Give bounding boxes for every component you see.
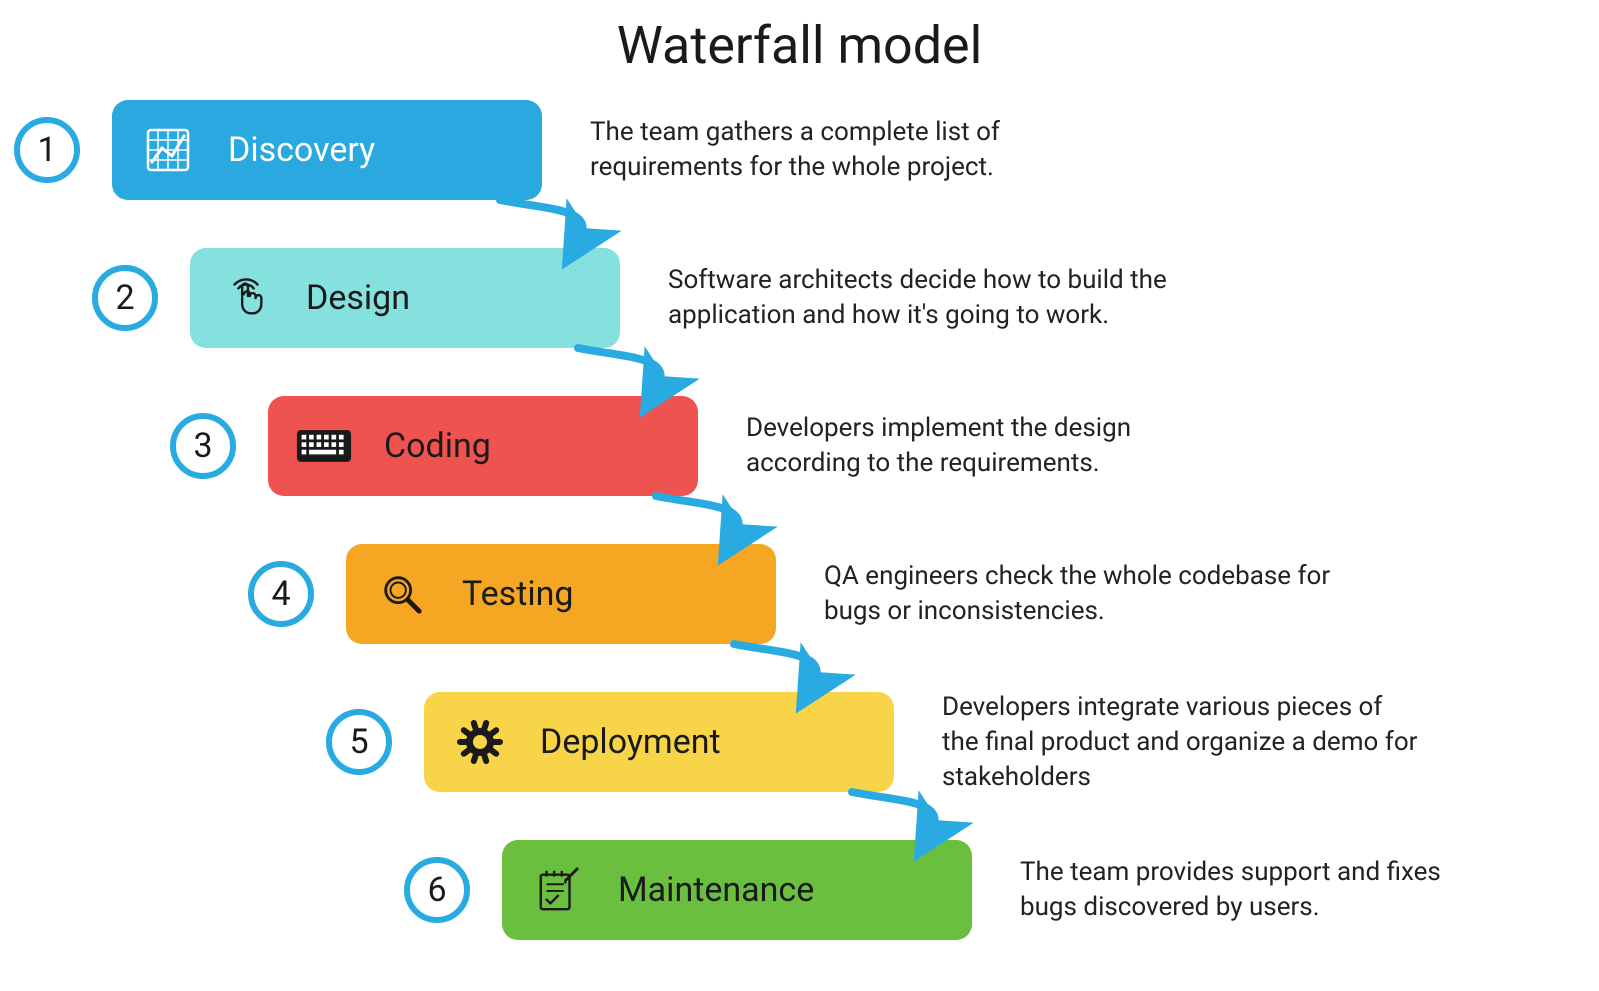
stage-label-discovery: Discovery <box>228 130 375 170</box>
stage-number-3: 3 <box>170 413 236 479</box>
stage-number-4: 4 <box>248 561 314 627</box>
stage-label-testing: Testing <box>462 574 573 614</box>
touch-icon <box>218 270 274 326</box>
stage-box-discovery: Discovery <box>112 100 542 200</box>
stage-number-2: 2 <box>92 265 158 331</box>
flow-arrow-1 <box>500 200 583 242</box>
stage-label-deployment: Deployment <box>540 722 721 762</box>
stage-number-5: 5 <box>326 709 392 775</box>
magnify-icon <box>374 566 430 622</box>
flow-arrow-3 <box>656 496 739 538</box>
stage-desc-maintenance: The team provides support and fixes bugs… <box>1020 855 1480 925</box>
stage-box-maintenance: Maintenance <box>502 840 972 940</box>
stage-label-coding: Coding <box>384 426 491 466</box>
stage-box-deployment: Deployment <box>424 692 894 792</box>
flow-arrow-2 <box>578 348 661 390</box>
stage-label-design: Design <box>306 278 410 318</box>
stage-box-design: Design <box>190 248 620 348</box>
stage-desc-testing: QA engineers check the whole codebase fo… <box>824 559 1334 629</box>
checklist-icon <box>530 862 586 918</box>
keyboard-icon <box>296 418 352 474</box>
stage-desc-design: Software architects decide how to build … <box>668 263 1228 333</box>
stage-box-testing: Testing <box>346 544 776 644</box>
stage-desc-coding: Developers implement the design accordin… <box>746 411 1246 481</box>
gear-icon <box>452 714 508 770</box>
stage-desc-deployment: Developers integrate various pieces of t… <box>942 690 1422 795</box>
stage-label-maintenance: Maintenance <box>618 870 814 910</box>
stage-box-coding: Coding <box>268 396 698 496</box>
page-title: Waterfall model <box>0 15 1599 76</box>
stage-desc-discovery: The team gathers a complete list of requ… <box>590 115 1130 185</box>
stage-number-1: 1 <box>14 117 80 183</box>
chart-icon <box>140 122 196 178</box>
flow-arrow-4 <box>734 644 817 686</box>
flow-arrow-5 <box>852 792 935 834</box>
stage-number-6: 6 <box>404 857 470 923</box>
